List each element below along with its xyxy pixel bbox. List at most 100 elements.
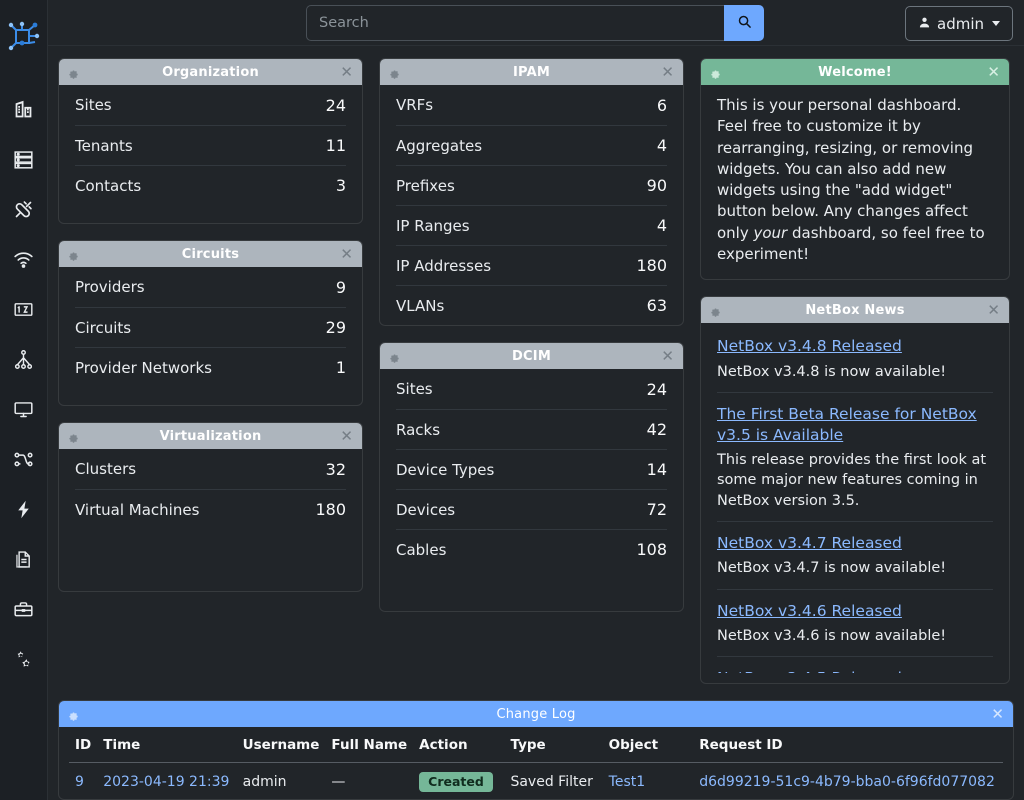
stat-row[interactable]: Device Types 14 xyxy=(396,449,667,489)
sidebar-item-documentation[interactable] xyxy=(7,542,41,576)
sidebar-item-ipam[interactable] xyxy=(7,292,41,326)
close-icon[interactable]: ✕ xyxy=(340,244,353,263)
widget-body-circuits: Providers 9 Circuits 29 Provider Network… xyxy=(59,267,362,405)
column-header-object[interactable]: Object xyxy=(602,727,694,764)
welcome-text-part2: dashboard, so feel free to experiment! xyxy=(717,223,985,264)
sidebar-item-admin[interactable] xyxy=(7,642,41,676)
close-icon[interactable]: ✕ xyxy=(340,62,353,81)
sidebar-item-organization[interactable] xyxy=(7,92,41,126)
stat-label: Clusters xyxy=(75,460,137,478)
close-icon[interactable]: ✕ xyxy=(340,426,353,445)
widget-header-changelog[interactable]: Change Log ✕ xyxy=(59,701,1013,728)
stat-row[interactable]: Sites 24 xyxy=(396,369,667,409)
news-description: NetBox v3.4.8 is now available! xyxy=(717,363,947,380)
stat-row[interactable]: Circuits 29 xyxy=(75,307,346,347)
gear-icon[interactable] xyxy=(389,350,401,363)
network-tree-icon xyxy=(13,349,34,370)
search-icon xyxy=(737,14,752,32)
news-item: NetBox v3.4.8 Released NetBox v3.4.8 is … xyxy=(717,323,993,392)
news-link[interactable]: NetBox v3.4.6 Released xyxy=(717,601,902,620)
stat-row[interactable]: Contacts 3 xyxy=(75,165,346,205)
table-row[interactable]: 9 2023-04-19 21:39 admin — Created Saved… xyxy=(69,763,1003,799)
changelog-request-id-link[interactable]: d6d99219-51c9-4b79-bba0-6f96fd077082 xyxy=(699,774,995,791)
stat-value: 24 xyxy=(646,379,667,399)
changelog-object-link[interactable]: Test1 xyxy=(608,774,646,791)
sidebar-item-virtualization[interactable] xyxy=(7,342,41,376)
widget-header-news[interactable]: NetBox News ✕ xyxy=(701,297,1009,324)
stat-row[interactable]: IP Addresses 180 xyxy=(396,245,667,285)
stat-label: VRFs xyxy=(396,96,434,114)
stat-row[interactable]: Aggregates 4 xyxy=(396,125,667,165)
gear-icon[interactable] xyxy=(389,66,401,79)
widget-title: Virtualization xyxy=(159,428,262,444)
stat-row[interactable]: Prefixes 90 xyxy=(396,165,667,205)
close-icon[interactable]: ✕ xyxy=(987,300,1000,319)
changelog-id-link[interactable]: 9 xyxy=(75,774,84,791)
widget-title: IPAM xyxy=(513,64,550,80)
column-header-full-name[interactable]: Full Name xyxy=(325,727,414,764)
column-header-action[interactable]: Action xyxy=(413,727,505,764)
widget-header-dcim[interactable]: DCIM ✕ xyxy=(380,343,683,369)
widget-title: Welcome! xyxy=(818,64,892,80)
widget-title: Circuits xyxy=(181,246,240,262)
news-link[interactable]: NetBox v3.4.5 Released xyxy=(717,668,993,673)
monitor-icon xyxy=(13,399,34,420)
sidebar-item-provisioning[interactable] xyxy=(7,592,41,626)
stat-value: 3 xyxy=(335,176,346,195)
widget-header-virtualization[interactable]: Virtualization ✕ xyxy=(59,423,362,449)
stat-row[interactable]: Clusters 32 xyxy=(75,449,346,489)
news-link[interactable]: The First Beta Release for NetBox v3.5 i… xyxy=(717,405,977,444)
stat-row[interactable]: IP Ranges 4 xyxy=(396,205,667,245)
widget-header-circuits[interactable]: Circuits ✕ xyxy=(59,241,362,267)
sidebar-item-power[interactable] xyxy=(7,492,41,526)
widget-body-organization: Sites 24 Tenants 11 Contacts 3 xyxy=(59,85,362,223)
stat-row[interactable]: Providers 9 xyxy=(75,267,346,307)
gear-icon[interactable] xyxy=(710,304,722,318)
gear-icon[interactable] xyxy=(68,248,80,261)
gear-icon[interactable] xyxy=(68,430,80,443)
stat-label: Sites xyxy=(75,96,112,114)
sidebar-item-circuits[interactable] xyxy=(7,442,41,476)
news-link[interactable]: NetBox v3.4.7 Released xyxy=(717,533,902,552)
sidebar-item-devices[interactable] xyxy=(7,392,41,426)
stat-row[interactable]: Virtual Machines 180 xyxy=(75,489,346,529)
close-icon[interactable]: ✕ xyxy=(661,346,674,365)
widget-header-organization[interactable]: Organization ✕ xyxy=(59,59,362,85)
top-bar: admin xyxy=(48,0,1024,46)
search-button[interactable] xyxy=(724,5,764,41)
news-link[interactable]: NetBox v3.4.8 Released xyxy=(717,337,902,356)
changelog-time-link[interactable]: 2023-04-19 21:39 xyxy=(103,774,230,791)
close-icon[interactable]: ✕ xyxy=(661,62,674,81)
close-icon[interactable]: ✕ xyxy=(991,704,1004,723)
widget-body-news[interactable]: NetBox v3.4.8 Released NetBox v3.4.8 is … xyxy=(701,323,1009,673)
stat-row[interactable]: Devices 72 xyxy=(396,489,667,529)
user-menu-button[interactable]: admin xyxy=(905,6,1013,41)
column-header-id[interactable]: ID xyxy=(69,727,98,764)
widget-header-ipam[interactable]: IPAM ✕ xyxy=(380,59,683,85)
search-input[interactable] xyxy=(306,5,724,41)
widget-header-welcome[interactable]: Welcome! ✕ xyxy=(701,59,1009,85)
sidebar-item-dcim[interactable] xyxy=(7,142,41,176)
gear-icon[interactable] xyxy=(68,708,80,722)
stat-row[interactable]: Provider Networks 1 xyxy=(75,347,346,387)
stat-row[interactable]: VLANs 63 xyxy=(396,285,667,325)
news-item: NetBox v3.4.7 Released NetBox v3.4.7 is … xyxy=(717,520,993,589)
stat-row[interactable]: VRFs 6 xyxy=(396,85,667,125)
stat-row[interactable]: Tenants 11 xyxy=(75,125,346,165)
stat-value: 4 xyxy=(656,216,667,235)
close-icon[interactable]: ✕ xyxy=(987,62,1000,81)
stat-row[interactable]: Cables 108 xyxy=(396,529,667,569)
widget-dcim: DCIM ✕ Sites 24 Racks 42 Device xyxy=(379,342,684,612)
column-header-request-id[interactable]: Request ID xyxy=(693,727,1003,764)
sidebar-item-wireless[interactable] xyxy=(7,242,41,276)
sidebar-item-connections[interactable] xyxy=(7,192,41,226)
table-header-row: ID Time Username Full Name Action Type O… xyxy=(69,727,1003,764)
column-header-type[interactable]: Type xyxy=(504,727,603,764)
stat-row[interactable]: Racks 42 xyxy=(396,409,667,449)
column-header-time[interactable]: Time xyxy=(97,727,237,764)
netbox-logo-icon[interactable] xyxy=(7,20,41,54)
gear-icon[interactable] xyxy=(710,66,722,79)
stat-row[interactable]: Sites 24 xyxy=(75,85,346,125)
gear-icon[interactable] xyxy=(68,66,80,79)
column-header-username[interactable]: Username xyxy=(236,727,326,764)
